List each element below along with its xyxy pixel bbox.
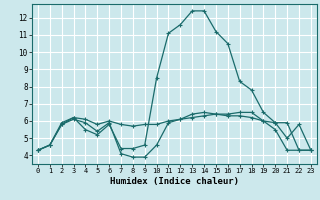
X-axis label: Humidex (Indice chaleur): Humidex (Indice chaleur) [110,177,239,186]
